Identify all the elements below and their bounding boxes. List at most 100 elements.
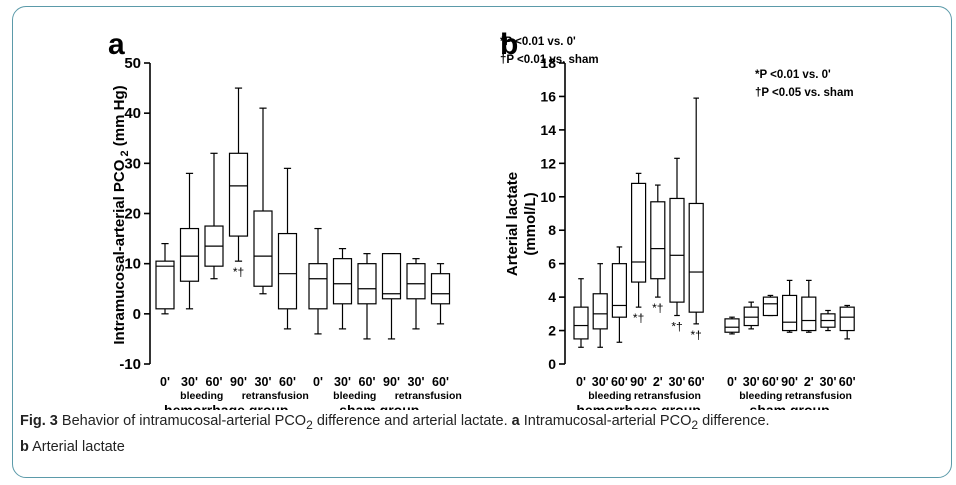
x-tick-label: 30' (334, 375, 351, 389)
caption-sub-2: 2 (691, 417, 699, 432)
y-tick-label: 14 (540, 122, 556, 138)
box-iqr (430, 273, 451, 305)
x-tick-label: 60' (279, 375, 296, 389)
box-iqr (406, 263, 426, 300)
y-tick-label: 40 (124, 105, 141, 122)
y-tick-label: 0 (548, 356, 556, 372)
y-tick-label: 12 (540, 155, 556, 171)
box-iqr (724, 318, 740, 333)
caption-text-2: difference and arterial lactate. (312, 413, 512, 429)
x-tick-label: 30' (255, 375, 272, 389)
x-tick-label: 30' (820, 375, 837, 389)
box-iqr (381, 253, 402, 300)
x-tick-label: 60' (839, 375, 856, 389)
significance-note: †P <0.05 vs. sham (755, 87, 854, 99)
x-sublabel-retransfusion: retransfusion (242, 390, 309, 402)
y-tick-label: 4 (548, 289, 556, 305)
x-tick-label: 30' (669, 375, 686, 389)
y-tick-label: -10 (119, 356, 141, 373)
x-tick-label: 0' (160, 375, 170, 389)
x-tick-label: 0' (727, 375, 737, 389)
x-tick-label: 30' (181, 375, 198, 389)
box-iqr (839, 306, 855, 332)
caption-text-3: Intramucosal-arterial PCO (519, 413, 692, 429)
box-iqr (762, 296, 779, 317)
box-iqr (357, 263, 377, 305)
panel-b: b 0 2 4 6 8 10 12 14 16 18 Arterial lactate(mmol/L)… (500, 28, 856, 410)
group-label: sham group (339, 402, 419, 410)
x-sublabel-bleeding: bleeding (739, 390, 782, 402)
caption-text-5: Arterial lactate (28, 438, 125, 455)
box-iqr (155, 260, 175, 310)
box-iqr (801, 296, 817, 332)
x-tick-label: 30' (592, 375, 609, 389)
significance-note: †P <0.01 vs. sham (500, 54, 599, 66)
box-iqr (179, 227, 200, 282)
box-iqr (688, 202, 704, 313)
x-tick-label: 60' (762, 375, 779, 389)
x-tick-label: 2' (653, 375, 663, 389)
x-sublabel-bleeding: bleeding (333, 390, 376, 402)
x-tick-label: 60' (206, 375, 223, 389)
caption-text-1: Behavior of intramucosal-arterial PCO (57, 413, 307, 429)
x-sublabel-bleeding: bleeding (588, 390, 631, 402)
box-iqr (611, 263, 628, 318)
box-iqr (669, 197, 685, 303)
x-sublabel-retransfusion: retransfusion (395, 390, 462, 402)
box-iqr (228, 152, 249, 237)
figure-frame (12, 6, 952, 478)
box-iqr (592, 293, 608, 330)
y-tick-label: 18 (540, 55, 556, 71)
x-tick-label: 0' (576, 375, 586, 389)
x-tick-label: 2' (804, 375, 814, 389)
y-tick-label: 6 (548, 256, 556, 272)
caption-text-4: difference. (698, 413, 770, 429)
significance-marker: *† (671, 320, 682, 334)
x-tick-label: 30' (408, 375, 425, 389)
y-axis-label: Intramucosal-arterial PCO 2 (mm Hg) (111, 85, 131, 344)
x-sublabel-bleeding: bleeding (180, 390, 223, 402)
significance-marker: *† (691, 328, 702, 342)
group-label: hemorrhage group (576, 402, 700, 410)
y-tick-label: 2 (548, 323, 556, 339)
significance-note: *P <0.01 vs. 0' (755, 69, 831, 81)
x-tick-label: 90' (781, 375, 798, 389)
y-tick-label: 10 (124, 256, 141, 273)
y-tick-label: 8 (548, 222, 556, 238)
y-axis-label: Arterial lactate(mmol/L) (504, 172, 539, 276)
significance-marker: *† (633, 311, 644, 325)
x-sublabel-retransfusion: retransfusion (634, 390, 701, 402)
y-tick-label: 30 (124, 155, 141, 172)
panel-label: a (108, 28, 125, 61)
caption-bold-a: a (511, 413, 520, 429)
x-tick-label: 60' (611, 375, 628, 389)
box-iqr (781, 294, 798, 332)
x-sublabel-retransfusion: retransfusion (785, 390, 852, 402)
box-iqr (308, 263, 328, 310)
box-iqr (573, 306, 589, 340)
significance-marker: *† (652, 301, 663, 315)
x-tick-label: 60' (432, 375, 449, 389)
y-tick-label: 20 (124, 206, 141, 223)
y-tick-label: 16 (540, 88, 556, 104)
group-label: sham group (750, 402, 830, 410)
x-tick-label: 60' (688, 375, 705, 389)
caption-sub-1: 2 (306, 417, 313, 432)
x-tick-label: 90' (630, 375, 647, 389)
x-tick-label: 90' (230, 375, 247, 389)
box-iqr (332, 258, 353, 305)
y-tick-label: 0 (133, 306, 141, 323)
caption-fig-label: Fig. 3 (20, 413, 58, 429)
x-tick-label: 90' (383, 375, 400, 389)
figure-caption: Fig. 3 Behavior of intramucosal-arterial… (20, 410, 940, 458)
group-label: hemorrhage group (164, 402, 288, 410)
y-tick-label: 50 (124, 55, 141, 72)
x-tick-label: 30' (743, 375, 760, 389)
significance-note: *P <0.01 vs. 0' (500, 36, 576, 48)
x-tick-label: 0' (313, 375, 323, 389)
box-iqr (650, 201, 666, 280)
box-iqr (743, 306, 759, 327)
significance-marker: *† (233, 265, 244, 279)
box-iqr (277, 232, 298, 310)
